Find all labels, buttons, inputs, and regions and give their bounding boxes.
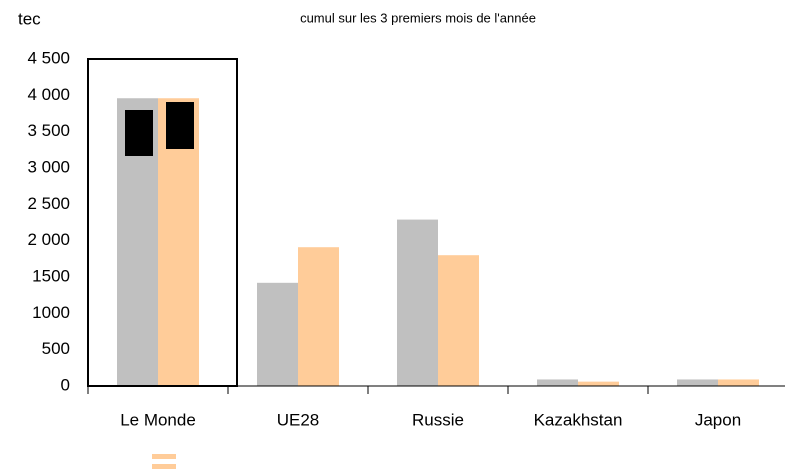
y-tick-label: 4 500	[27, 48, 70, 67]
y-tick-label: 1500	[32, 266, 70, 285]
y-tick-label: 2 500	[27, 194, 70, 213]
x-tick-label: Russie	[412, 410, 464, 429]
redaction	[125, 110, 153, 156]
legend-swatch	[152, 464, 176, 469]
y-axis-label: tec	[18, 9, 41, 28]
bar	[298, 247, 339, 386]
chart-title: cumul sur les 3 premiers mois de l'année	[300, 10, 536, 25]
legend-swatch	[152, 454, 176, 459]
bar	[438, 255, 479, 386]
x-tick-label: UE28	[277, 410, 320, 429]
bar	[257, 282, 298, 386]
bar	[718, 379, 759, 386]
y-tick-label: 3 000	[27, 157, 70, 176]
bar	[397, 219, 438, 386]
x-tick-label: Kazakhstan	[534, 410, 623, 429]
y-tick-label: 500	[42, 339, 70, 358]
bar	[537, 379, 578, 386]
x-tick-label: Le Monde	[120, 410, 196, 429]
bar	[578, 381, 619, 386]
y-tick-label: 1000	[32, 303, 70, 322]
y-tick-label: 4 000	[27, 85, 70, 104]
bar	[677, 379, 718, 386]
y-tick-label: 3 500	[27, 121, 70, 140]
y-tick-label: 2 000	[27, 230, 70, 249]
y-tick-label: 0	[61, 375, 70, 394]
highlight-box	[87, 58, 238, 387]
x-tick-label: Japon	[695, 410, 741, 429]
redaction	[166, 102, 194, 149]
